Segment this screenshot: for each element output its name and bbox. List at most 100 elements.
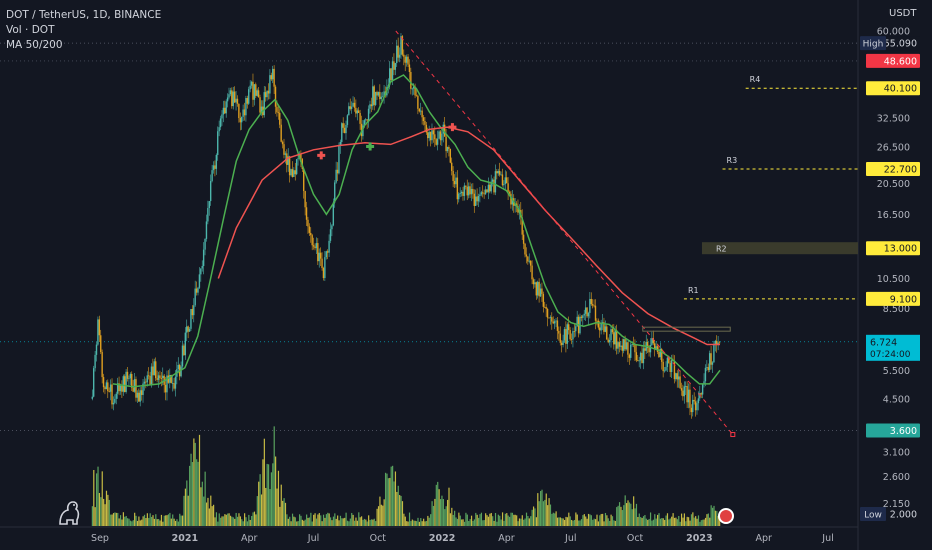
volume-bar: [327, 512, 329, 526]
candle-body: [305, 207, 308, 220]
candle-body: [559, 333, 561, 343]
volume-indicator-label[interactable]: Vol · DOT: [6, 24, 55, 36]
candle-body: [484, 189, 487, 195]
candle-body: [620, 345, 622, 347]
volume-bar: [239, 516, 241, 526]
volume-bar: [651, 520, 653, 526]
candle-body: [400, 36, 402, 55]
volume-bar: [369, 519, 371, 526]
price-tick-label: 8.500: [883, 304, 910, 315]
volume-bar: [138, 516, 140, 526]
volume-bar: [241, 519, 243, 526]
candle-body: [407, 56, 409, 65]
volume-bar: [435, 484, 437, 526]
candle-body: [205, 221, 208, 239]
volume-bar: [714, 510, 717, 526]
volume-bar: [103, 498, 105, 526]
candle-body: [682, 390, 684, 397]
volume-bar: [296, 521, 298, 526]
candle-body: [260, 106, 263, 113]
volume-bar: [518, 518, 521, 526]
volume-bar: [198, 434, 201, 526]
candle-body: [587, 312, 590, 317]
candle-body: [208, 201, 210, 208]
symbol-title[interactable]: DOT / TetherUS, 1D, BINANCE: [6, 9, 162, 21]
volume-bar: [135, 515, 137, 526]
candle-body: [297, 158, 299, 160]
volume-bar: [248, 514, 250, 526]
volume-bar: [431, 501, 433, 526]
volume-bar: [408, 512, 411, 526]
candle-body: [442, 124, 444, 134]
candle-body: [714, 340, 717, 345]
volume-bar: [297, 521, 299, 526]
volume-bar: [331, 520, 333, 526]
volume-bar: [710, 505, 712, 526]
volume-bar: [210, 495, 212, 526]
candle-body: [280, 124, 282, 142]
candle-body: [446, 146, 449, 152]
volume-bar: [483, 520, 485, 526]
candle-body: [706, 367, 708, 369]
candle-body: [462, 191, 464, 196]
candle-body: [204, 238, 206, 250]
volume-bar: [277, 470, 280, 526]
volume-bar: [510, 512, 512, 526]
candle-body: [332, 202, 335, 226]
volume-bar: [179, 513, 181, 526]
volume-bar: [638, 513, 640, 526]
volume-bar: [573, 519, 576, 526]
candle-body: [188, 328, 191, 332]
moving-average-label[interactable]: MA 50/200: [6, 39, 63, 51]
volume-bar: [696, 518, 698, 526]
candle-body: [600, 323, 602, 331]
candle-body: [225, 101, 227, 114]
volume-bar: [624, 495, 626, 526]
candle-body: [683, 386, 685, 397]
volume-bar: [370, 519, 373, 526]
candle-body: [367, 108, 370, 121]
candle-body: [376, 91, 378, 96]
volume-bar: [166, 515, 168, 526]
price-badge: [866, 291, 920, 306]
candle-body: [635, 352, 638, 361]
volume-bar: [356, 520, 358, 526]
volume-bar: [695, 516, 697, 526]
volume-bar: [637, 516, 639, 526]
volume-bar: [220, 517, 222, 526]
candle-body: [105, 382, 108, 390]
candle-body: [649, 345, 652, 353]
candle-body: [491, 179, 494, 182]
volume-bar: [300, 515, 302, 526]
candle-body: [186, 326, 188, 333]
volume-bar: [428, 517, 430, 526]
volume-bar: [700, 520, 702, 526]
candle-body: [307, 219, 309, 227]
volume-bar: [432, 505, 435, 526]
candle-body: [679, 376, 681, 389]
volume-bar: [262, 459, 264, 526]
candle-body: [677, 376, 680, 380]
candle-body: [169, 374, 171, 383]
volume-bar: [348, 521, 350, 526]
price-tick-label: 2.600: [883, 472, 910, 483]
volume-bar: [93, 469, 95, 526]
volume-bar: [353, 520, 356, 526]
candle-body: [696, 403, 698, 411]
volume-bar: [320, 515, 322, 526]
candle-body: [217, 131, 219, 155]
candle-body: [642, 348, 645, 364]
volume-bar: [414, 520, 416, 526]
candle-body: [343, 127, 346, 134]
candle-body: [624, 339, 626, 350]
volume-bar: [594, 519, 597, 526]
volume-bar: [279, 506, 281, 526]
candle-body: [126, 371, 129, 379]
volume-bar: [315, 518, 318, 526]
volume-bar: [448, 487, 450, 526]
price-badge: [866, 162, 920, 177]
volume-bar: [115, 512, 117, 526]
candle-body: [665, 367, 667, 371]
candle-body: [212, 165, 215, 171]
